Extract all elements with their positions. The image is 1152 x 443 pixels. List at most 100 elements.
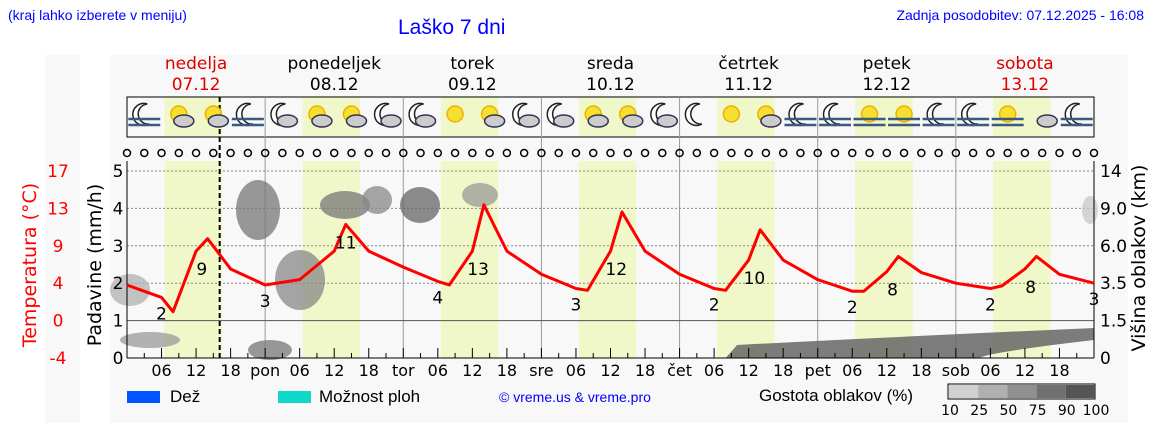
wind-calm-icon <box>537 148 546 158</box>
wind-calm-icon <box>191 148 201 158</box>
wind-calm-icon <box>1089 148 1099 158</box>
temperature-tick: 9 <box>53 237 64 257</box>
cloud-density-blob <box>120 332 180 348</box>
temperature-tick: 4 <box>53 274 64 294</box>
wind-calm-icon <box>502 148 512 158</box>
x-tick-label: 18 <box>773 361 793 380</box>
cloud-density-blob <box>236 180 280 240</box>
wind-calm-icon <box>174 148 184 158</box>
cloud-density-blob <box>400 187 440 223</box>
x-tick-label: 06 <box>289 361 309 380</box>
wind-calm-icon <box>778 148 788 158</box>
moon-cloud-icon <box>546 102 575 128</box>
temperature-value-label: 10 <box>744 269 766 289</box>
daylight-band <box>578 161 637 358</box>
temperature-value-label: 2 <box>709 296 720 316</box>
precip-tick: 4 <box>113 199 124 219</box>
sun-cloud-icon <box>757 105 782 128</box>
sun-cloud-icon <box>619 105 644 128</box>
wind-calm-icon <box>519 148 529 158</box>
wind-calm-icon <box>416 148 425 158</box>
precip-tick: 2 <box>113 274 124 294</box>
wind-calm-icon <box>554 148 563 158</box>
wind-calm-icon <box>226 148 235 158</box>
temperature-value-label: 3 <box>571 296 582 316</box>
x-tick-label: 18 <box>635 361 655 380</box>
moon-cloud-icon <box>270 102 299 128</box>
x-tick-label: 12 <box>877 361 897 380</box>
x-tick-label: 12 <box>600 361 620 380</box>
x-tick-label: 12 <box>324 361 344 380</box>
wind-calm-icon <box>347 148 356 158</box>
wind-calm-icon <box>381 148 391 158</box>
fog-night-icon <box>818 102 851 127</box>
fog-night-icon <box>922 102 955 127</box>
wind-calm-icon <box>951 148 961 158</box>
day-name: četrtek <box>718 54 779 74</box>
cloud-density-blob <box>320 191 370 219</box>
cloud-density-swatch <box>949 385 979 398</box>
day-date: 07.12 <box>172 75 221 95</box>
wind-calm-icon <box>1055 148 1064 158</box>
wind-calm-icon <box>658 148 667 158</box>
wind-calm-icon <box>623 148 633 158</box>
day-name: petek <box>863 54 911 74</box>
wind-calm-icon <box>485 148 494 158</box>
temperature-tick: 17 <box>47 162 69 182</box>
day-date: 09.12 <box>448 75 497 95</box>
copyright-link[interactable]: © vreme.us & vreme.pro <box>499 389 651 405</box>
temperature-value-label: 13 <box>467 260 489 280</box>
cloud-sun-icon <box>342 105 368 128</box>
moon-cloud-icon <box>650 102 679 128</box>
wind-calm-icon <box>813 148 822 158</box>
wind-calm-icon <box>157 148 166 158</box>
day-date: 08.12 <box>310 75 359 95</box>
fog-sun-icon <box>991 105 1024 127</box>
day-name: sobota <box>996 54 1054 74</box>
x-tick-label: 06 <box>842 361 862 380</box>
sun-icon <box>446 105 464 123</box>
temperature-tick: 0 <box>53 312 64 332</box>
cloud-density-swatch <box>978 385 1008 398</box>
x-tick-label: sob <box>942 361 970 380</box>
region-menu-note[interactable]: (kraj lahko izberete v meniju) <box>8 7 187 23</box>
wind-calm-icon <box>260 148 270 158</box>
cloud-sun-icon <box>308 105 333 128</box>
temperature-value-label: 2 <box>156 304 167 324</box>
wind-calm-icon <box>830 148 840 158</box>
x-tick-label: 12 <box>1015 361 1035 380</box>
day-name: sreda <box>587 54 634 74</box>
x-tick-label: 18 <box>911 361 931 380</box>
sun-cloud-icon <box>584 105 609 128</box>
x-tick-label: 18 <box>359 361 379 380</box>
x-tick-label: sre <box>529 361 553 380</box>
last-update: Zadnja posodobitev: 07.12.2025 - 16:08 <box>896 7 1144 23</box>
x-tick-label: 18 <box>497 361 517 380</box>
wind-calm-icon <box>848 148 857 158</box>
cloud-density-swatch <box>1036 385 1066 398</box>
day-date: 11.12 <box>724 75 773 95</box>
x-tick-label: 18 <box>1049 361 1069 380</box>
wind-calm-icon <box>917 148 926 158</box>
cloud-density-tick: 50 <box>999 403 1017 419</box>
wind-calm-icon <box>1003 148 1012 158</box>
cloud-density-label: Gostota oblakov (%) <box>759 386 914 405</box>
temperature-value-label: 4 <box>432 288 443 308</box>
temperature-value-label: 3 <box>260 292 271 312</box>
temperature-axis-label: Temperatura (°C) <box>19 183 41 348</box>
wind-calm-icon <box>934 148 943 158</box>
temperature-value-label: 2 <box>985 296 996 316</box>
cloud-icon <box>1036 114 1058 128</box>
wind-calm-icon <box>450 148 460 158</box>
x-tick-label: pet <box>805 361 831 380</box>
wind-calm-icon <box>1037 148 1047 158</box>
fog-night-icon <box>1060 102 1093 127</box>
page-title: Laško 7 dni <box>398 16 506 39</box>
fog-night-icon <box>957 102 990 127</box>
wind-calm-icon <box>761 148 771 158</box>
cloud-density-swatch <box>1065 385 1095 398</box>
cloud-height-tick: 6.0 <box>1100 237 1127 257</box>
cloud-density-tick: 10 <box>941 403 959 419</box>
fog-night-icon <box>231 102 264 127</box>
